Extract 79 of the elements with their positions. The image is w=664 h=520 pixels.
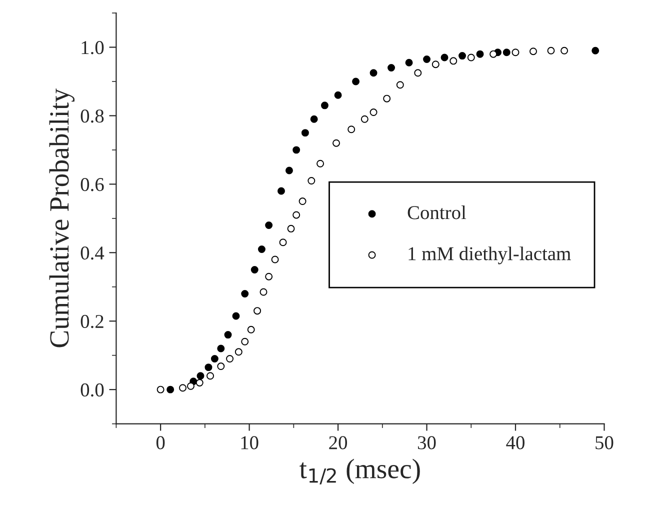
point [396, 81, 404, 89]
y-axis-title: Cumulative Probability [49, 88, 75, 348]
point [292, 211, 300, 219]
x-tick-label: 0 [156, 436, 165, 450]
point [210, 355, 218, 362]
point [476, 50, 484, 58]
point [530, 48, 537, 56]
point [250, 266, 258, 274]
point [490, 50, 498, 58]
point [298, 198, 306, 206]
point [241, 290, 249, 298]
point [224, 331, 232, 339]
point [279, 238, 287, 246]
point [265, 272, 273, 280]
point [432, 60, 440, 68]
point [271, 256, 279, 264]
point [186, 382, 194, 390]
x-tick-label: 50 [596, 436, 614, 450]
point [332, 139, 340, 147]
point [423, 55, 431, 63]
y-tick-label: 0.2 [80, 314, 104, 328]
point [285, 166, 293, 174]
point [179, 384, 186, 392]
x-tick-label: 30 [418, 436, 436, 450]
point [166, 386, 174, 394]
y-tick-label: 0.4 [80, 246, 104, 260]
legend-label: Control [408, 206, 466, 220]
point [196, 372, 204, 380]
point [247, 326, 255, 334]
point [316, 160, 324, 168]
point [234, 348, 242, 356]
point [348, 126, 356, 134]
point [383, 94, 391, 102]
point [388, 64, 396, 72]
point [320, 102, 328, 110]
point [440, 54, 448, 62]
point [301, 129, 309, 137]
x-tick-label: 20 [329, 436, 348, 450]
x-tick-label: 10 [241, 436, 258, 450]
point [226, 355, 234, 362]
x-axis-title: t$_{1/2}$ (msec) [300, 458, 420, 484]
point [278, 187, 285, 195]
point [502, 48, 510, 56]
point [360, 115, 368, 123]
point [458, 52, 466, 60]
point [450, 57, 458, 65]
x-tick-label: 40 [506, 436, 524, 450]
point [196, 378, 204, 386]
point [156, 386, 164, 394]
point [560, 46, 568, 54]
point [217, 344, 225, 352]
point [232, 312, 240, 320]
y-tick-label: 1.0 [82, 41, 104, 54]
point [405, 58, 413, 66]
point [217, 362, 225, 370]
point [352, 78, 360, 86]
point [265, 222, 273, 229]
point [287, 224, 295, 232]
point [258, 245, 266, 253]
point [241, 338, 249, 346]
point [334, 91, 342, 99]
point [370, 69, 378, 77]
point [512, 48, 520, 56]
point [414, 69, 422, 77]
y-tick-label: 0.0 [80, 383, 104, 397]
point [206, 372, 214, 380]
point [260, 288, 268, 296]
point [592, 46, 600, 54]
point [547, 46, 555, 54]
y-tick-label: 0.6 [80, 178, 104, 192]
point [308, 177, 316, 184]
point [204, 364, 212, 372]
point [292, 146, 300, 154]
point [254, 307, 262, 315]
y-tick-label: 0.8 [80, 110, 104, 123]
point [467, 54, 475, 62]
legend-label: 1 mM diethyl-lactam [408, 246, 571, 264]
point [370, 108, 378, 116]
point [310, 115, 318, 123]
